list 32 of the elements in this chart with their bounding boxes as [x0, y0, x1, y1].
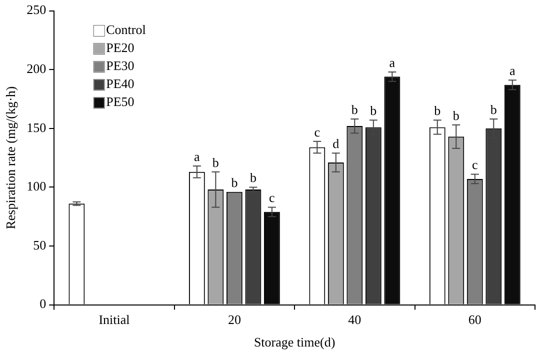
legend-label: PE30 — [106, 58, 134, 74]
data-label: b — [370, 103, 377, 118]
legend-label: PE40 — [106, 76, 134, 92]
y-tick-label: 150 — [26, 120, 46, 135]
data-label: c — [269, 190, 276, 206]
legend-label: Control — [106, 22, 146, 38]
y-tick-label: 250 — [26, 2, 46, 18]
x-axis-title: Storage time(d) — [254, 334, 336, 350]
y-tick-label: 50 — [33, 237, 46, 252]
x-tick-label: 40 — [348, 312, 362, 328]
y-tick-label: 200 — [26, 61, 46, 76]
data-label: b — [212, 154, 219, 170]
data-label: b — [231, 174, 238, 190]
data-label: a — [194, 148, 200, 164]
data-label: b — [490, 102, 497, 117]
legend-label: PE50 — [106, 94, 134, 110]
legend-label: PE20 — [106, 40, 134, 56]
x-tick-label: 20 — [228, 312, 241, 328]
data-label: b — [250, 170, 256, 186]
data-label: c — [472, 157, 478, 172]
y-axis-title: Respiration rate (mg/(kg·h) — [3, 86, 18, 230]
data-label: b — [452, 108, 460, 123]
y-tick-label: 0 — [40, 296, 46, 312]
x-tick-label: 60 — [468, 312, 482, 328]
data-label: a — [389, 54, 396, 70]
x-tick-label: Initial — [98, 312, 130, 328]
data-label: b — [351, 102, 358, 117]
data-label: c — [314, 124, 320, 140]
data-label: b — [434, 103, 441, 118]
y-tick-label: 100 — [26, 178, 46, 194]
data-label: d — [332, 136, 340, 152]
data-label: a — [510, 63, 516, 78]
